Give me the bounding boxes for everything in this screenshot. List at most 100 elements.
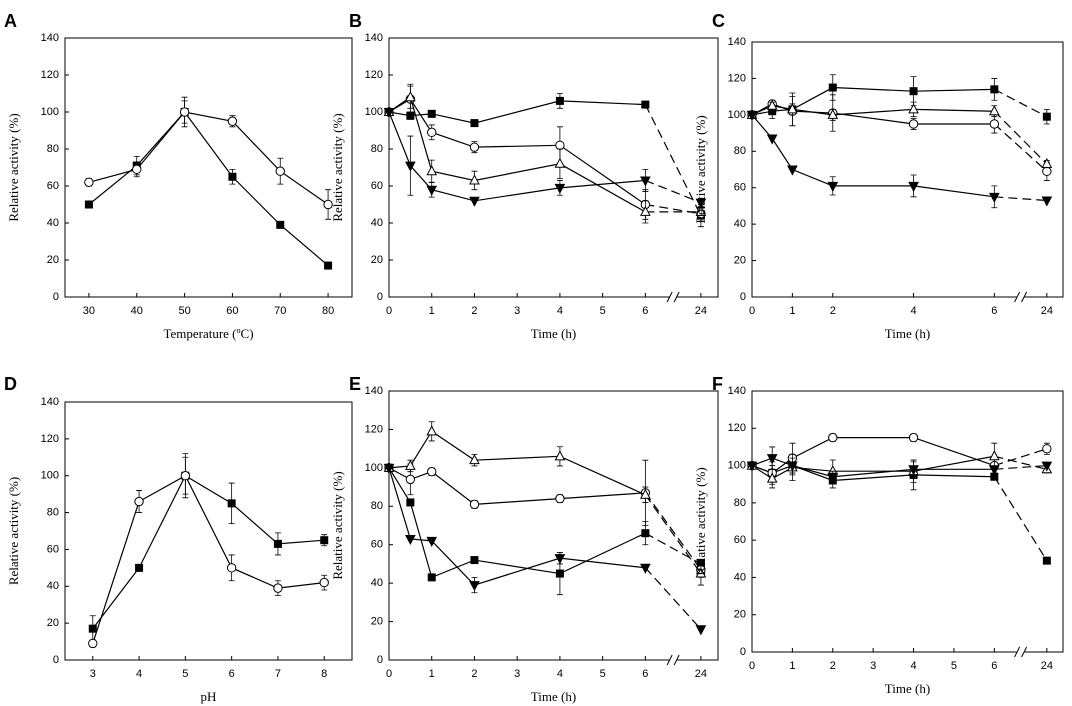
series-line: [388, 467, 646, 579]
marker-square: [427, 573, 436, 582]
marker-triangle-down: [989, 465, 1000, 476]
marker-square: [909, 87, 918, 96]
marker-triangle: [640, 488, 651, 499]
marker-circle: [555, 140, 565, 151]
x-tick-label: 4: [910, 660, 916, 672]
marker-square: [1042, 556, 1051, 565]
y-tick-label: 40: [47, 217, 59, 229]
marker-circle: [132, 164, 142, 175]
marker-triangle-down: [908, 181, 919, 192]
x-tick-label: 0: [386, 668, 392, 680]
marker-triangle-down: [405, 161, 416, 172]
marker-triangle: [908, 103, 919, 114]
y-tick-label: 100: [365, 462, 383, 474]
series-line: [88, 111, 329, 267]
axis-break: [666, 291, 673, 303]
marker-square: [135, 563, 144, 572]
panel-label: E: [349, 374, 361, 394]
panel: D 0 20 40 60 80 100 120 140 3 4 5 6 7 8 pH Relative acti…: [4, 374, 353, 704]
y-tick-label: 120: [365, 423, 383, 435]
y-tick-label: 120: [41, 433, 59, 445]
marker-triangle-down: [383, 108, 395, 119]
y-axis-title: Relative activity (%): [693, 115, 708, 223]
marker-circle: [908, 119, 919, 129]
marker-triangle: [554, 450, 566, 461]
marker-circle: [273, 583, 283, 593]
series-line: [388, 111, 646, 202]
panel: B 0 20 40 60 80 100 120 140 0 1 2 3 4 5 6 24 Time (h) Rela…: [330, 11, 719, 341]
marker-triangle-down: [787, 165, 798, 176]
marker-square: [427, 109, 436, 118]
x-tick-label: 5: [182, 668, 188, 680]
x-tick-label: 50: [178, 305, 190, 317]
series-line: [388, 100, 646, 124]
x-axis-title: Temperature (ºC): [163, 326, 253, 341]
y-tick-label: 20: [47, 254, 59, 266]
series-line-dashed: [993, 123, 1048, 172]
x-tick-label: 70: [274, 305, 286, 317]
x-tick-label: 2: [471, 668, 477, 680]
y-tick-label: 60: [734, 182, 746, 194]
marker-triangle: [766, 99, 778, 110]
marker-triangle-down: [695, 198, 707, 209]
y-tick-label: 60: [734, 534, 746, 546]
marker-square: [641, 100, 650, 109]
series-line: [388, 98, 646, 205]
marker-circle: [469, 142, 480, 152]
series-line: [388, 430, 646, 496]
marker-circle: [275, 166, 285, 176]
marker-triangle: [766, 472, 778, 483]
x-tick-label: 0: [749, 305, 755, 317]
series-line-dashed: [994, 464, 1047, 470]
axis-break-gap: [1016, 649, 1025, 655]
x-tick-label: 3: [90, 668, 96, 680]
panel-label: A: [4, 11, 17, 31]
plot-frame: [751, 390, 1064, 653]
x-tick-label: 3: [514, 305, 520, 317]
axis-break: [673, 654, 680, 666]
marker-circle: [1042, 444, 1052, 454]
marker-triangle: [426, 165, 438, 176]
marker-circle: [84, 177, 94, 188]
x-tick-label: 3: [870, 660, 876, 672]
series-line-dashed: [644, 492, 702, 571]
y-tick-label: 140: [41, 396, 59, 408]
y-tick-label: 100: [365, 106, 383, 118]
y-tick-label: 20: [47, 617, 59, 629]
series-line-dashed: [644, 494, 702, 574]
x-tick-label: 4: [136, 668, 142, 680]
series-line: [388, 467, 646, 586]
y-tick-label: 140: [365, 32, 383, 44]
y-tick-label: 140: [728, 385, 746, 397]
marker-square: [324, 261, 333, 270]
x-tick-label: 6: [642, 305, 648, 317]
marker-triangle-down: [746, 110, 758, 121]
x-tick-label: 40: [131, 305, 143, 317]
y-tick-label: 60: [47, 180, 59, 192]
series-line: [92, 474, 325, 644]
y-tick-label: 80: [734, 145, 746, 157]
marker-triangle-down: [426, 185, 438, 196]
marker-triangle: [640, 205, 651, 216]
marker-triangle-down: [766, 134, 778, 145]
marker-circle: [405, 474, 416, 485]
series-line: [751, 457, 995, 478]
x-tick-label: 6: [642, 668, 648, 680]
marker-square: [470, 556, 479, 565]
axis-break: [1021, 291, 1028, 303]
x-tick-label: 0: [749, 660, 755, 672]
y-tick-label: 120: [728, 72, 746, 84]
x-axis-title: Time (h): [885, 681, 930, 696]
panel-label: C: [712, 11, 725, 31]
marker-triangle: [989, 105, 1000, 116]
x-tick-label: 60: [226, 305, 238, 317]
series-line-dashed: [994, 196, 1047, 202]
marker-circle: [555, 493, 565, 504]
x-tick-label: 8: [321, 668, 327, 680]
x-tick-label: 4: [557, 668, 563, 680]
y-tick-label: 20: [734, 609, 746, 621]
marker-circle: [226, 563, 237, 573]
marker-triangle-down: [787, 461, 798, 472]
